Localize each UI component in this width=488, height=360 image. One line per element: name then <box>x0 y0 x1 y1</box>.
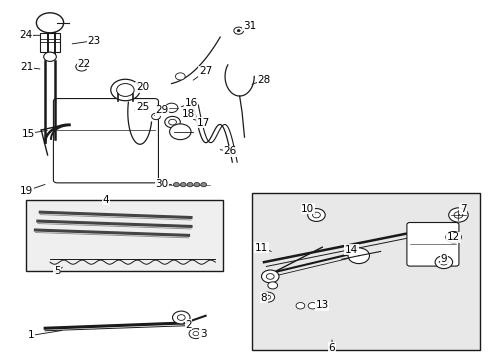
Text: 6: 6 <box>328 340 335 353</box>
Text: 16: 16 <box>181 98 197 108</box>
Circle shape <box>173 183 179 187</box>
Circle shape <box>453 212 462 218</box>
Text: 7: 7 <box>458 203 466 216</box>
Text: 15: 15 <box>21 129 47 139</box>
Circle shape <box>261 270 279 283</box>
Circle shape <box>201 183 206 187</box>
Text: 10: 10 <box>301 203 314 214</box>
Text: 30: 30 <box>155 179 171 189</box>
Circle shape <box>307 208 325 221</box>
Circle shape <box>177 315 185 320</box>
Text: 18: 18 <box>181 109 195 119</box>
Text: 8: 8 <box>260 293 268 303</box>
Circle shape <box>193 332 199 336</box>
Bar <box>40 33 60 53</box>
Text: 23: 23 <box>72 36 100 46</box>
Circle shape <box>111 79 140 101</box>
Text: 5: 5 <box>54 266 62 276</box>
Text: 1: 1 <box>28 330 61 341</box>
Circle shape <box>312 212 320 218</box>
Text: 31: 31 <box>242 21 255 31</box>
Circle shape <box>172 311 190 324</box>
Text: 3: 3 <box>198 328 206 339</box>
Text: 2: 2 <box>183 320 191 330</box>
Circle shape <box>445 231 460 243</box>
Text: 29: 29 <box>154 105 168 116</box>
Circle shape <box>434 256 452 269</box>
FancyBboxPatch shape <box>53 99 158 183</box>
Circle shape <box>267 282 277 289</box>
Circle shape <box>261 292 274 302</box>
Circle shape <box>165 103 178 112</box>
Circle shape <box>307 302 316 309</box>
Circle shape <box>175 73 185 80</box>
Circle shape <box>448 208 467 222</box>
Circle shape <box>264 295 270 299</box>
Circle shape <box>194 183 200 187</box>
Circle shape <box>439 259 447 265</box>
Text: 14: 14 <box>344 245 357 255</box>
Text: 28: 28 <box>251 75 270 85</box>
Circle shape <box>266 274 274 279</box>
Text: 11: 11 <box>254 243 271 253</box>
Text: 19: 19 <box>20 184 45 196</box>
Text: 24: 24 <box>19 30 40 40</box>
Bar <box>251 193 479 350</box>
Text: 9: 9 <box>438 253 446 264</box>
Text: 22: 22 <box>77 59 90 69</box>
Circle shape <box>347 248 369 264</box>
Circle shape <box>116 84 134 96</box>
Circle shape <box>189 329 202 339</box>
Circle shape <box>187 183 193 187</box>
Circle shape <box>180 183 186 187</box>
Text: 20: 20 <box>135 82 149 92</box>
Circle shape <box>76 63 87 71</box>
Text: 27: 27 <box>193 66 212 80</box>
Text: 12: 12 <box>446 232 459 242</box>
Circle shape <box>36 13 63 33</box>
Text: 4: 4 <box>102 195 109 204</box>
Text: 26: 26 <box>220 147 236 157</box>
Circle shape <box>151 113 160 120</box>
Circle shape <box>237 30 240 32</box>
Circle shape <box>43 52 56 62</box>
FancyBboxPatch shape <box>406 222 458 266</box>
Circle shape <box>169 124 191 140</box>
Text: 13: 13 <box>315 300 328 310</box>
Circle shape <box>295 302 304 309</box>
Text: 25: 25 <box>135 102 149 112</box>
Text: 17: 17 <box>193 118 209 128</box>
Bar <box>26 200 222 271</box>
Circle shape <box>164 116 180 128</box>
Circle shape <box>168 119 176 125</box>
Text: 21: 21 <box>20 63 40 72</box>
Circle shape <box>233 27 243 34</box>
